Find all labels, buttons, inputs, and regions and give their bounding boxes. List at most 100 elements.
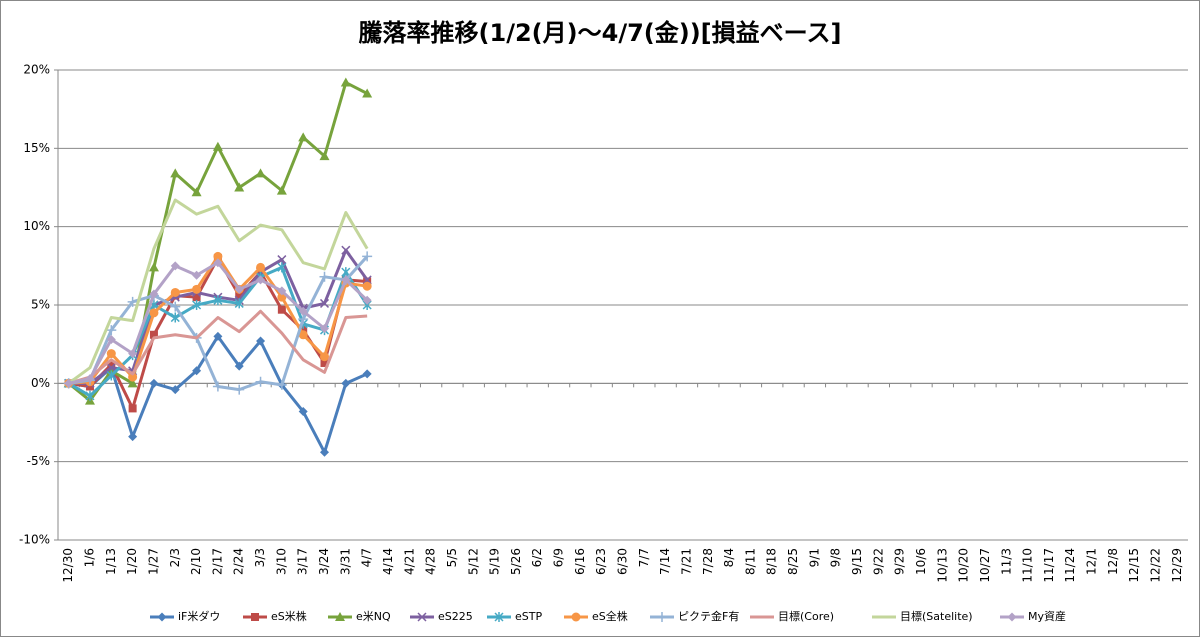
marker: [127, 296, 138, 307]
legend-label: 目標(Core): [778, 609, 834, 623]
x-tick-label: 8/4: [722, 548, 736, 567]
x-tick-label: 9/22: [871, 548, 885, 575]
marker: [256, 336, 266, 346]
x-tick-label: 12/29: [1170, 548, 1184, 583]
marker: [362, 251, 373, 262]
x-tick-label: 3/3: [253, 548, 267, 567]
x-tick-label: 11/24: [1063, 548, 1077, 583]
marker: [277, 305, 286, 314]
x-tick-label: 9/8: [829, 548, 843, 567]
x-tick-label: 2/10: [189, 548, 203, 575]
marker: [85, 390, 95, 401]
legend-marker: [571, 612, 581, 622]
marker: [149, 378, 159, 388]
x-tick-label: 4/21: [402, 548, 416, 575]
marker: [340, 77, 351, 87]
x-tick-label: 1/27: [146, 548, 160, 575]
marker: [170, 168, 181, 178]
marker: [255, 376, 266, 387]
marker: [192, 293, 201, 302]
chart-title: 騰落率推移(1/2(月)～4/7(金))[損益ベース]: [359, 19, 842, 47]
marker: [192, 270, 202, 280]
y-tick-label: 15%: [23, 141, 50, 155]
marker: [298, 132, 309, 142]
legend-label: eS全株: [592, 609, 628, 623]
marker: [192, 284, 202, 294]
marker: [256, 275, 266, 285]
x-tick-label: 10/27: [978, 548, 992, 583]
marker: [213, 295, 223, 306]
marker: [298, 330, 308, 340]
marker: [191, 187, 202, 197]
x-tick-label: 8/18: [765, 548, 779, 575]
x-tick-label: 3/17: [296, 548, 310, 575]
marker: [298, 314, 309, 325]
marker: [234, 298, 244, 309]
marker: [85, 374, 95, 384]
x-tick-label: 7/28: [701, 548, 715, 575]
x-tick-label: 9/1: [807, 548, 821, 567]
y-tick-label: -5%: [27, 454, 50, 468]
marker: [170, 287, 180, 297]
x-tick-label: 2/24: [232, 548, 246, 575]
marker: [277, 255, 287, 265]
x-tick-label: 11/10: [1021, 548, 1035, 583]
marker: [170, 385, 180, 395]
marker: [106, 334, 116, 344]
legend-label: eS225: [438, 610, 473, 623]
marker: [128, 372, 138, 382]
marker: [277, 286, 287, 296]
legend-label: My資産: [1028, 610, 1066, 623]
x-tick-label: 3/24: [317, 548, 331, 575]
x-tick-label: 5/26: [509, 548, 523, 575]
x-tick-label: 6/16: [573, 548, 587, 575]
legend-marker: [251, 613, 259, 621]
x-tick-label: 12/22: [1149, 548, 1163, 583]
x-tick-label: 1/20: [125, 548, 139, 575]
marker: [128, 404, 137, 413]
marker: [319, 151, 330, 161]
marker: [277, 262, 287, 273]
marker: [319, 271, 330, 282]
marker: [298, 407, 308, 417]
x-tick-label: 12/30: [61, 548, 75, 583]
marker: [106, 325, 117, 336]
x-tick-label: 8/25: [786, 548, 800, 575]
marker: [276, 185, 287, 195]
x-tick-label: 7/14: [658, 548, 672, 575]
x-tick-label: 12/15: [1127, 548, 1141, 583]
x-tick-label: 11/3: [999, 548, 1013, 575]
x-tick-label: 3/10: [274, 548, 288, 575]
x-tick-label: 2/17: [210, 548, 224, 575]
x-tick-label: 9/15: [850, 548, 864, 575]
marker: [128, 349, 138, 359]
marker: [212, 381, 223, 392]
marker: [234, 361, 244, 371]
legend-label: 目標(Satelite): [900, 609, 973, 623]
marker: [107, 360, 116, 369]
series-line: [67, 198, 369, 385]
legend-marker: [494, 612, 504, 622]
x-tick-label: 9/29: [893, 548, 907, 575]
legend-label: eS米株: [271, 609, 307, 623]
marker: [320, 324, 330, 333]
x-tick-label: 10/13: [935, 548, 949, 583]
marker: [106, 370, 116, 381]
marker: [362, 369, 372, 379]
x-tick-label: 7/21: [679, 548, 693, 575]
x-tick-label: 8/11: [743, 548, 757, 575]
marker: [362, 295, 372, 305]
marker: [276, 379, 287, 390]
marker: [362, 281, 372, 291]
marker: [234, 384, 245, 395]
y-tick-label: 10%: [23, 219, 50, 233]
series-line: [68, 309, 368, 385]
marker: [148, 262, 159, 272]
legend-marker: [657, 612, 667, 622]
x-tick-label: 5/5: [445, 548, 459, 567]
x-tick-label: 6/30: [616, 548, 630, 575]
x-tick-label: 4/28: [424, 548, 438, 575]
marker: [213, 251, 223, 261]
marker: [234, 182, 245, 192]
